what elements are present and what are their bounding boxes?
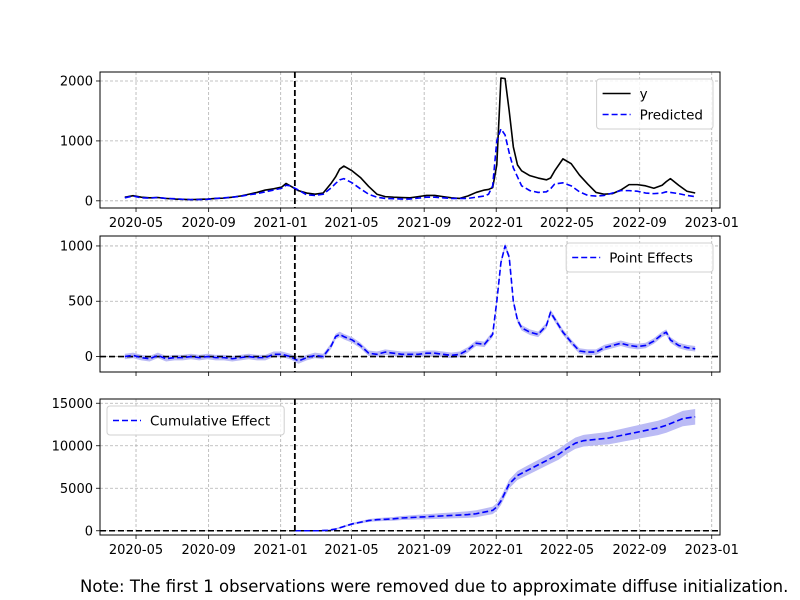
axes-frame (99, 235, 721, 373)
x-tick-label: 2020-09 (181, 216, 235, 231)
series-group (100, 409, 720, 532)
series-line-predicted (124, 128, 696, 201)
legend: Point Effects (565, 242, 714, 273)
x-tick-label: 2022-01 (469, 216, 523, 231)
y-tick-label: 1000 (60, 239, 93, 254)
x-tick-label: 2023-01 (685, 216, 739, 231)
y-tick-label: 10000 (52, 439, 93, 454)
x-tick-label: 2022-05 (540, 543, 594, 558)
legend-label: Cumulative Effect (150, 414, 270, 430)
x-tick-label: 2021-05 (324, 543, 378, 558)
chart-panel-2: 0 500 1000 Point Effects (60, 235, 721, 376)
footnote: Note: The first 1 observations were remo… (80, 577, 789, 596)
x-tick-label: 2020-09 (181, 543, 235, 558)
legend-box (565, 242, 714, 273)
chart-panel-1: 0 1000 2000 2020-05 2020-09 2021-01 2021-05 202… (60, 71, 739, 231)
y-tick-label: 0 (85, 194, 93, 209)
series-group (124, 77, 696, 201)
y-tick-label: 2000 (60, 74, 93, 89)
x-tick-label: 2022-01 (469, 543, 523, 558)
legend-box (596, 78, 714, 130)
y-tick-label: 15000 (52, 397, 93, 412)
legend-label: Predicted (640, 108, 703, 124)
legend-label: y (640, 87, 648, 103)
x-tick-label: 2021-09 (397, 216, 451, 231)
axes-frame (99, 398, 721, 536)
y-tick-label: 0 (85, 524, 93, 539)
y-tick-label: 5000 (60, 482, 93, 497)
y-tick-label: 1000 (60, 134, 93, 149)
x-tick-label: 2021-01 (254, 543, 308, 558)
x-tick-label: 2022-09 (613, 543, 667, 558)
legend: Cumulative Effect (106, 405, 285, 436)
confidence-band (294, 409, 696, 532)
x-tick-label: 2021-05 (324, 216, 378, 231)
legend-box (106, 405, 285, 436)
x-tick-label: 2022-09 (613, 216, 667, 231)
y-tick-label: 0 (85, 350, 93, 365)
x-tick-label: 2022-05 (540, 216, 594, 231)
axes-frame (99, 71, 721, 209)
series-group (100, 243, 720, 364)
y-tick-label: 500 (68, 295, 93, 310)
legend: y Predicted (596, 78, 714, 130)
x-tick-label: 2021-09 (397, 543, 451, 558)
series-line-point-effects (124, 245, 696, 362)
x-tick-label: 2023-01 (685, 543, 739, 558)
x-tick-label: 2020-05 (109, 543, 163, 558)
legend-label: Point Effects (609, 251, 693, 267)
chart-panel-3: 0 5000 10000 15000 2020-05 2020-09 2021-01 2021… (52, 397, 739, 558)
x-tick-label: 2021-01 (254, 216, 308, 231)
x-tick-label: 2020-05 (109, 216, 163, 231)
series-line-cumulative-effect (294, 416, 696, 532)
